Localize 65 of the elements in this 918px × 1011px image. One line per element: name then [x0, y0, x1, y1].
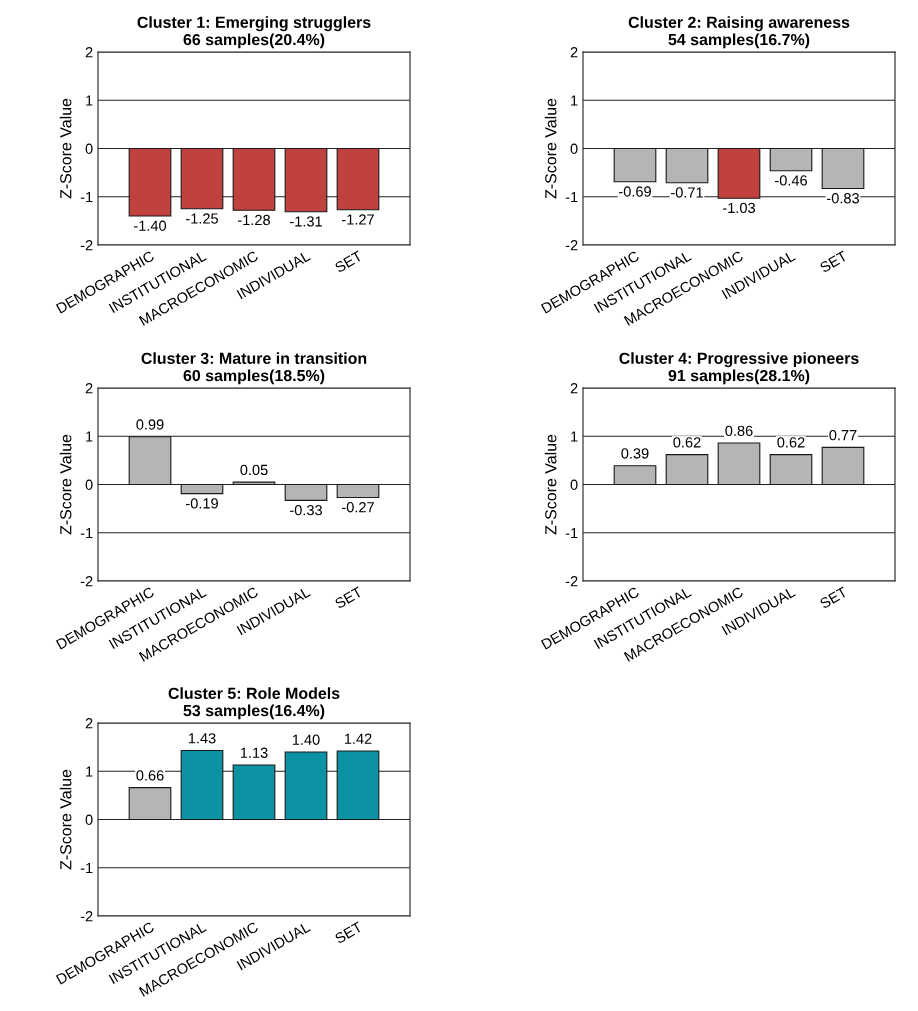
y-tick-label: -2	[80, 240, 93, 251]
y-axis-title: Z-Score Value	[544, 98, 557, 199]
y-tick-label: -2	[80, 911, 93, 922]
data-label: 1.42	[344, 733, 372, 744]
data-label: -0.83	[827, 193, 859, 204]
x-tick-label: SET	[819, 250, 849, 273]
y-tick-label: -1	[565, 528, 578, 539]
data-label: -1.40	[134, 220, 167, 231]
y-tick-label: 0	[85, 479, 93, 490]
data-label: 0.62	[777, 437, 805, 448]
x-tick-label: SET	[334, 250, 364, 273]
data-label: 1.43	[188, 733, 216, 744]
y-tick-label: 1	[86, 766, 93, 777]
chart-title: Cluster 1: Emerging strugglers 66 samples(20.4%)	[137, 16, 371, 49]
y-tick-label: 0	[570, 479, 578, 490]
data-label: 0.62	[673, 437, 701, 448]
data-label: -0.71	[671, 187, 703, 198]
data-label: 0.66	[136, 770, 164, 781]
chart-title: Cluster 4: Progressive pioneers 91 samples(28.1%)	[619, 352, 859, 385]
y-tick-label: -1	[80, 528, 93, 539]
y-tick-label: 0	[85, 814, 93, 825]
data-label: -1.03	[723, 202, 755, 214]
chart-title: Cluster 2: Raising awareness 54 samples(16.7%)	[628, 16, 850, 49]
y-tick-label: 1	[86, 431, 93, 442]
y-tick-label: 2	[570, 383, 578, 394]
data-label: 1.13	[240, 747, 268, 758]
y-axis-title: Z-Score Value	[59, 98, 72, 199]
y-axis-title: Z-Score Value	[544, 434, 557, 535]
y-tick-label: 0	[85, 143, 93, 154]
data-label: -1.27	[342, 214, 374, 225]
x-tick-label: SET	[819, 586, 849, 609]
data-label: -1.28	[238, 214, 270, 226]
x-tick-label: SET	[334, 586, 364, 609]
y-tick-label: -1	[565, 192, 578, 203]
y-tick-label: 2	[85, 47, 93, 58]
data-label: 0.39	[621, 448, 649, 459]
data-label: 0.86	[725, 425, 753, 436]
y-tick-label: -1	[80, 192, 93, 203]
data-label: -0.46	[775, 175, 807, 186]
data-label: -1.31	[290, 216, 322, 227]
y-tick-label: 1	[86, 95, 93, 106]
data-label: 0.05	[240, 464, 268, 476]
data-label: -0.19	[186, 498, 218, 509]
x-tick-label: SET	[334, 921, 364, 944]
y-axis-title: Z-Score Value	[59, 434, 72, 535]
data-label: -0.27	[342, 502, 374, 513]
y-tick-label: -2	[565, 240, 578, 251]
y-axis-title: Z-Score Value	[59, 769, 72, 870]
y-tick-label: 2	[570, 47, 578, 58]
y-tick-label: -2	[80, 576, 93, 587]
data-label: 0.77	[829, 429, 857, 441]
chart-title: Cluster 3: Mature in transition 60 samples(18.5%)	[141, 352, 367, 385]
y-tick-label: -2	[565, 576, 578, 587]
chart-title: Cluster 5: Role Models 53 samples(16.4%)	[168, 687, 340, 720]
y-tick-label: -1	[80, 863, 93, 874]
y-tick-label: 1	[571, 95, 578, 106]
data-label: -0.69	[619, 186, 651, 197]
y-tick-label: 0	[570, 143, 578, 154]
data-label: 0.99	[136, 419, 164, 430]
y-tick-label: 2	[85, 383, 93, 394]
data-label: 1.40	[292, 734, 320, 745]
y-tick-label: 1	[571, 431, 578, 442]
data-label: -0.33	[290, 504, 322, 516]
y-tick-label: 2	[85, 718, 93, 729]
data-label: -1.25	[186, 213, 219, 224]
